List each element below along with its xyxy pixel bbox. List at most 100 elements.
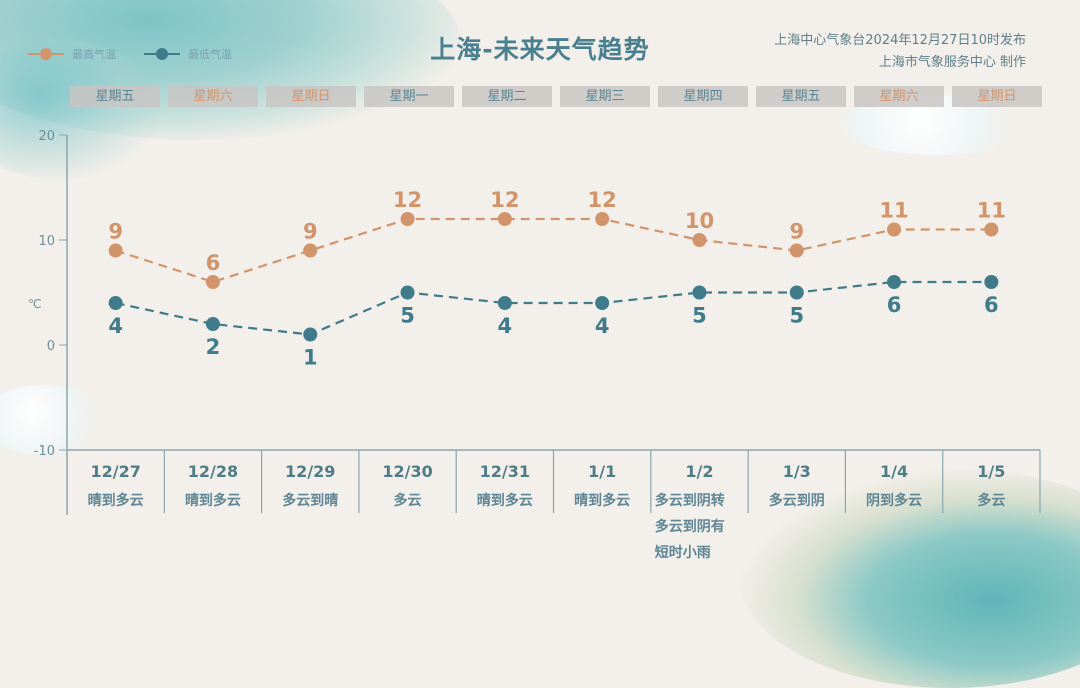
high-temp-point bbox=[984, 222, 999, 237]
weather-label: 多云到晴 bbox=[282, 493, 339, 509]
date-label: 1/1 bbox=[588, 462, 617, 481]
weekday-label: 星期四 bbox=[658, 86, 748, 107]
weather-label: 晴到多云 bbox=[184, 493, 241, 509]
weekday-label: 星期五 bbox=[70, 86, 160, 107]
weather-label: 多云 bbox=[393, 493, 422, 509]
high-temp-point bbox=[887, 222, 902, 237]
low-temp-line bbox=[115, 280, 992, 336]
low-temp-label: 1 bbox=[303, 346, 318, 370]
low-temp-point bbox=[497, 296, 512, 310]
date-cell: 1/5 多云 bbox=[943, 450, 1040, 514]
high-temp-label: 12 bbox=[393, 188, 422, 212]
date-cell: 1/4 阴到多云 bbox=[845, 450, 942, 514]
weather-label: 多云 bbox=[977, 493, 1006, 509]
date-label: 12/28 bbox=[187, 462, 239, 481]
low-temp-label: 4 bbox=[108, 314, 123, 338]
decor-wash-left bbox=[0, 40, 160, 180]
low-temp-label: 4 bbox=[595, 314, 610, 338]
weekday-label: 星期五 bbox=[756, 86, 846, 107]
weekday-label: 星期三 bbox=[560, 86, 650, 107]
low-temp-point bbox=[595, 296, 610, 310]
high-temp-point bbox=[497, 212, 512, 226]
weather-label: 多云到阴转 多云到阴有 短时小雨 bbox=[654, 493, 725, 561]
date-cell: 12/28 晴到多云 bbox=[164, 450, 261, 514]
high-temp-label: 12 bbox=[588, 188, 617, 212]
high-temp-label: 9 bbox=[108, 220, 123, 244]
date-label: 12/31 bbox=[479, 462, 531, 481]
high-temp-label: 11 bbox=[879, 199, 908, 223]
legend-low-label: 最低气温 bbox=[188, 48, 232, 61]
weekday-bar: 星期五 星期六 星期日 星期一 星期二 星期三 星期四 星期五 星期六 星期日 bbox=[70, 86, 1042, 107]
date-cell: 12/27 晴到多云 bbox=[67, 450, 164, 514]
low-temp-label: 2 bbox=[206, 335, 221, 359]
low-temp-label: 6 bbox=[887, 293, 902, 317]
weather-label: 阴到多云 bbox=[866, 493, 923, 509]
issuer-info: 上海中心气象台2024年12月27日10时发布 上海市气象服务中心 制作 bbox=[774, 30, 1026, 74]
low-temp-point bbox=[789, 285, 804, 300]
low-temp-point bbox=[205, 317, 220, 331]
y-tick-label: 0 bbox=[47, 339, 55, 354]
date-cell: 12/30 多云 bbox=[359, 450, 456, 514]
date-label: 12/29 bbox=[285, 462, 336, 481]
low-temp-label: 5 bbox=[789, 304, 804, 328]
low-temp-point bbox=[303, 327, 318, 342]
weekday-label: 星期一 bbox=[364, 86, 454, 107]
low-temp-point bbox=[400, 285, 415, 300]
high-temp-point bbox=[303, 243, 318, 258]
high-temp-point bbox=[692, 233, 707, 247]
high-temp-label: 10 bbox=[685, 209, 714, 233]
low-temp-point bbox=[887, 275, 902, 289]
temperature-chart: -10 0 10 20 ℃ 9 6 9 12 12 12 10 9 11 11 4 2 1 5 4 4 5 5 6 6 bbox=[28, 129, 1041, 515]
legend-high-label: 最高气温 bbox=[72, 48, 116, 61]
date-label: 1/4 bbox=[879, 462, 909, 481]
high-temp-label: 11 bbox=[977, 199, 1006, 223]
high-temp-line bbox=[115, 217, 992, 284]
weekday-label: 星期六 bbox=[854, 86, 944, 107]
high-temp-point bbox=[595, 212, 610, 226]
low-temp-point bbox=[692, 285, 707, 300]
legend-item-low: 最低气温 bbox=[144, 46, 232, 62]
date-cell: 12/31 晴到多云 bbox=[456, 450, 553, 514]
low-temp-point bbox=[984, 275, 999, 289]
date-cell: 1/1 晴到多云 bbox=[554, 450, 651, 514]
date-cell: 1/2 多云到阴转 多云到阴有 短时小雨 bbox=[651, 450, 748, 566]
date-label: 12/27 bbox=[90, 462, 141, 481]
high-temp-label: 9 bbox=[303, 220, 318, 244]
issuer-line-1: 上海中心气象台2024年12月27日10时发布 bbox=[774, 33, 1026, 48]
low-temp-label: 4 bbox=[498, 314, 513, 338]
legend-low-marker-icon bbox=[144, 48, 180, 60]
legend-high-marker-icon bbox=[28, 48, 64, 60]
weather-label: 多云到阴 bbox=[768, 493, 825, 509]
date-cell: 12/29 多云到晴 bbox=[262, 450, 359, 514]
y-tick-label: 10 bbox=[38, 234, 55, 249]
low-temp-point bbox=[108, 296, 123, 310]
decor-cloud-left bbox=[0, 385, 110, 455]
date-label: 1/2 bbox=[685, 462, 714, 481]
low-temp-label: 5 bbox=[692, 304, 707, 328]
legend: 最高气温 最低气温 bbox=[28, 46, 250, 62]
high-temp-label: 12 bbox=[490, 188, 519, 212]
high-temp-label: 6 bbox=[206, 251, 221, 275]
date-label: 1/5 bbox=[977, 462, 1006, 481]
high-temp-point bbox=[108, 243, 123, 258]
weekday-label: 星期六 bbox=[168, 86, 258, 107]
legend-item-high: 最高气温 bbox=[28, 46, 116, 62]
high-temp-label: 9 bbox=[789, 220, 804, 244]
low-temp-label: 6 bbox=[984, 293, 999, 317]
weather-label: 晴到多云 bbox=[87, 493, 144, 509]
weekday-label: 星期日 bbox=[266, 86, 356, 107]
high-temp-point bbox=[789, 243, 804, 258]
high-temp-point bbox=[400, 212, 415, 226]
y-tick-label: 20 bbox=[38, 129, 55, 144]
low-temp-label: 5 bbox=[400, 304, 415, 328]
y-axis-unit: ℃ bbox=[28, 297, 41, 311]
weekday-label: 星期二 bbox=[462, 86, 552, 107]
high-temp-point bbox=[205, 275, 220, 289]
weekday-label: 星期日 bbox=[952, 86, 1042, 107]
weather-label: 晴到多云 bbox=[476, 493, 533, 509]
page-title: 上海-未来天气趋势 bbox=[430, 35, 650, 64]
issuer-line-2: 上海市气象服务中心 制作 bbox=[878, 55, 1026, 70]
weather-label: 晴到多云 bbox=[574, 493, 631, 509]
y-tick-label: -10 bbox=[34, 444, 55, 459]
date-label: 12/30 bbox=[382, 462, 433, 481]
